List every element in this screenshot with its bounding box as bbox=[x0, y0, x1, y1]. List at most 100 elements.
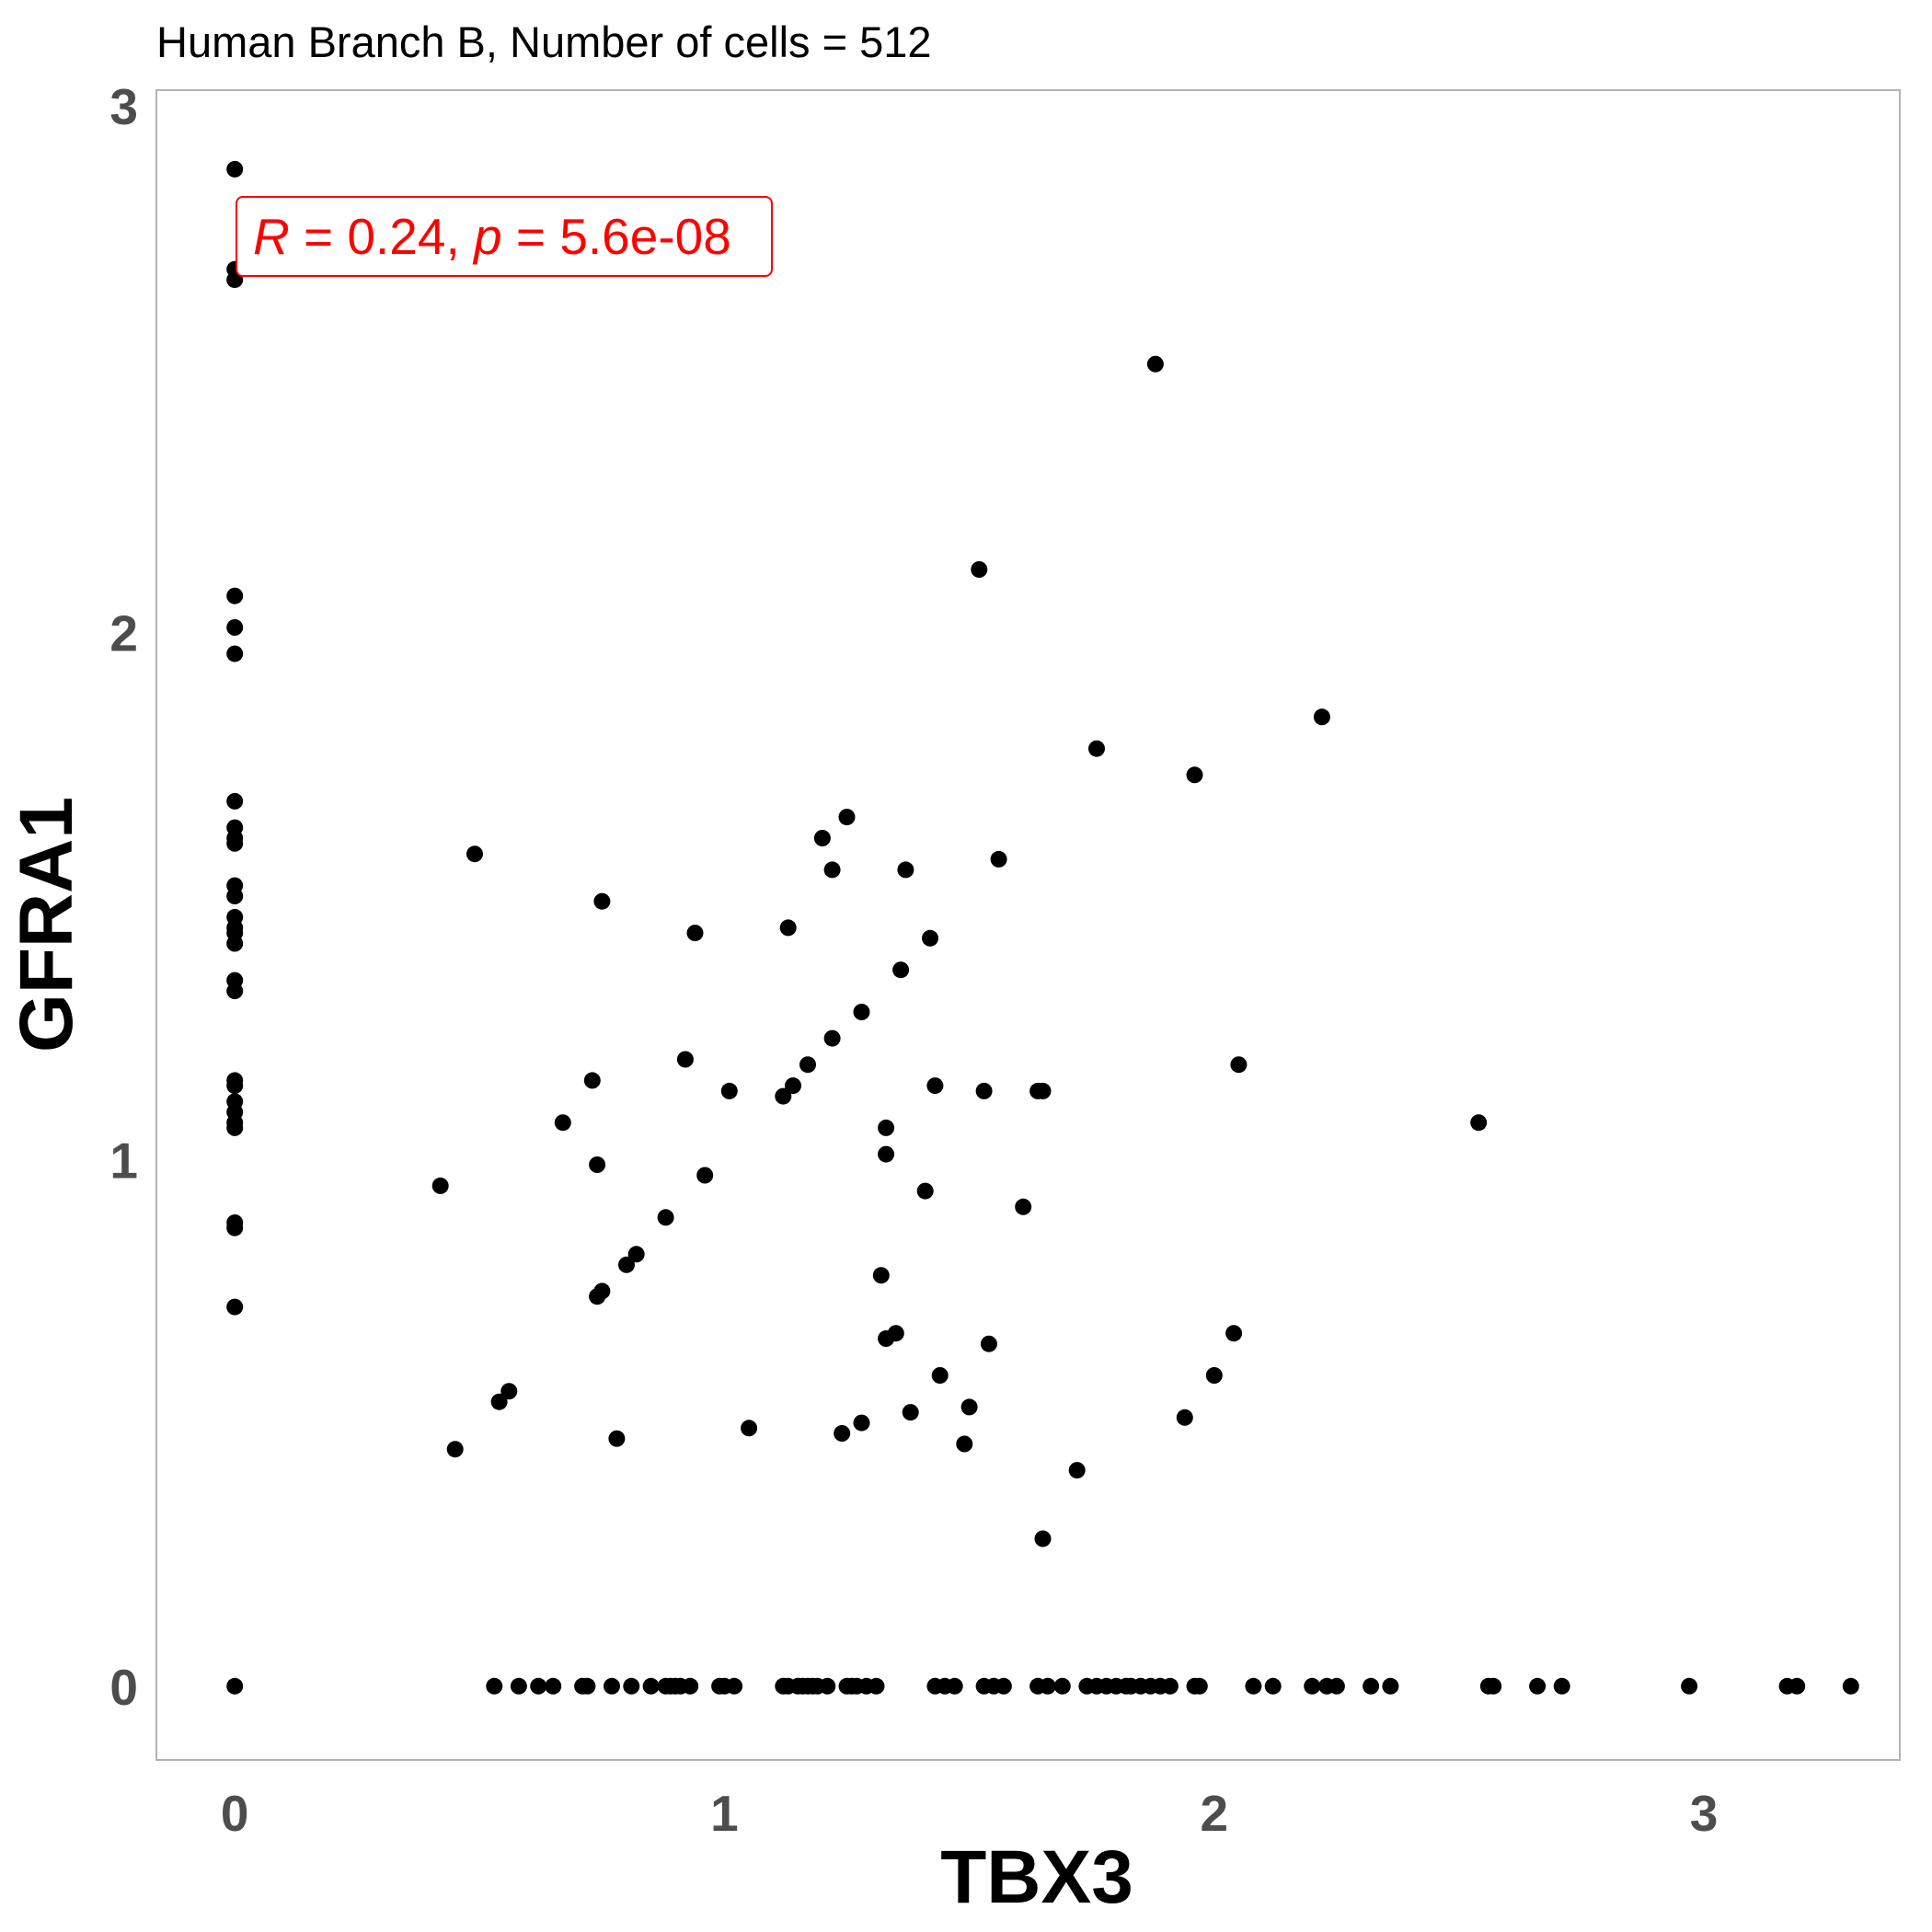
data-point bbox=[922, 929, 938, 947]
data-point bbox=[1146, 355, 1164, 373]
data-point bbox=[226, 935, 244, 952]
data-point bbox=[1015, 1198, 1032, 1215]
data-point bbox=[1053, 1677, 1071, 1695]
data-point bbox=[926, 1077, 944, 1095]
data-point bbox=[226, 1677, 244, 1695]
data-point bbox=[1088, 740, 1105, 757]
data-point bbox=[226, 1077, 244, 1095]
data-point bbox=[1264, 1677, 1282, 1695]
data-point bbox=[1313, 708, 1330, 726]
data-point bbox=[226, 888, 244, 904]
data-point bbox=[853, 1004, 870, 1020]
data-point bbox=[1382, 1677, 1399, 1695]
data-point bbox=[823, 861, 841, 879]
data-point bbox=[1034, 1530, 1052, 1547]
data-point bbox=[608, 1430, 626, 1447]
data-point bbox=[1186, 766, 1203, 784]
y-tick-label: 1 bbox=[109, 1132, 138, 1189]
data-point bbox=[823, 1029, 841, 1047]
data-point bbox=[872, 1267, 890, 1284]
data-point bbox=[887, 1325, 904, 1342]
x-axis-title: TBX3 bbox=[940, 1835, 1133, 1919]
data-point bbox=[618, 1256, 635, 1273]
data-point bbox=[995, 1677, 1012, 1695]
data-point bbox=[868, 1677, 885, 1695]
chart-title: Human Branch B, Number of cells = 512 bbox=[156, 17, 932, 66]
data-point bbox=[1681, 1677, 1698, 1695]
data-point bbox=[799, 1056, 816, 1074]
data-point bbox=[604, 1677, 620, 1695]
data-point bbox=[1553, 1677, 1570, 1695]
data-point bbox=[980, 1335, 997, 1352]
data-point bbox=[1328, 1677, 1345, 1695]
data-point bbox=[642, 1677, 660, 1695]
data-point bbox=[696, 1167, 714, 1184]
data-point bbox=[226, 834, 244, 852]
data-point bbox=[490, 1393, 508, 1410]
data-point bbox=[1161, 1677, 1179, 1695]
data-point bbox=[530, 1677, 547, 1695]
data-point bbox=[593, 1282, 611, 1300]
data-point bbox=[1485, 1677, 1502, 1695]
data-point bbox=[853, 1414, 870, 1432]
data-point bbox=[892, 961, 910, 979]
data-point bbox=[589, 1156, 606, 1173]
data-point bbox=[1245, 1677, 1262, 1695]
annotation-r-equals: = bbox=[290, 208, 348, 265]
data-point bbox=[226, 619, 244, 636]
y-tick-label: 3 bbox=[109, 78, 138, 135]
data-point bbox=[878, 1119, 895, 1136]
data-point bbox=[226, 1298, 244, 1316]
data-point bbox=[1788, 1677, 1806, 1695]
data-point bbox=[1068, 1462, 1086, 1479]
x-tick-label: 3 bbox=[1690, 1785, 1719, 1842]
data-point bbox=[990, 850, 1007, 868]
data-point bbox=[486, 1677, 503, 1695]
correlation-annotation: R = 0.24, p = 5.6e-08 bbox=[236, 196, 773, 277]
data-point bbox=[682, 1677, 699, 1695]
data-point bbox=[627, 1246, 645, 1263]
data-point bbox=[838, 809, 856, 826]
annotation-r-value: 0.24 bbox=[347, 208, 445, 265]
data-point bbox=[813, 830, 831, 846]
data-point bbox=[785, 1077, 801, 1095]
annotation-separator: , bbox=[445, 208, 474, 265]
data-point bbox=[878, 1145, 895, 1163]
annotation-text: R = 0.24, p = 5.6e-08 bbox=[253, 208, 731, 265]
data-point bbox=[446, 1441, 464, 1458]
data-point bbox=[902, 1404, 919, 1421]
data-point bbox=[226, 160, 244, 178]
data-point bbox=[779, 919, 797, 937]
data-point bbox=[1529, 1677, 1547, 1695]
data-point bbox=[500, 1383, 518, 1400]
data-point bbox=[593, 892, 611, 910]
data-point bbox=[1470, 1114, 1488, 1132]
x-tick-label: 0 bbox=[221, 1785, 249, 1842]
y-axis-title: GFRA1 bbox=[5, 797, 88, 1052]
data-point bbox=[579, 1677, 596, 1695]
annotation-r-symbol: R bbox=[253, 208, 290, 265]
x-axis: 0 1 2 3 bbox=[221, 1785, 1719, 1842]
y-tick-label: 0 bbox=[109, 1659, 138, 1716]
data-points bbox=[226, 160, 1859, 1695]
data-point bbox=[720, 1082, 738, 1099]
data-point bbox=[686, 925, 704, 942]
data-point bbox=[226, 1119, 244, 1136]
data-point bbox=[676, 1051, 694, 1068]
data-point bbox=[897, 861, 914, 879]
data-point bbox=[583, 1072, 601, 1089]
data-point bbox=[741, 1420, 758, 1437]
data-point bbox=[1842, 1677, 1859, 1695]
data-point bbox=[1225, 1325, 1243, 1342]
data-point bbox=[975, 1082, 993, 1099]
data-point bbox=[466, 845, 483, 863]
data-point bbox=[1363, 1677, 1380, 1695]
annotation-box bbox=[236, 196, 773, 277]
y-tick-label: 2 bbox=[109, 605, 138, 662]
y-axis: 0 1 2 3 bbox=[109, 78, 138, 1716]
data-point bbox=[1205, 1367, 1223, 1384]
x-tick-label: 2 bbox=[1200, 1785, 1228, 1842]
plot-panel-border bbox=[155, 89, 1901, 1761]
data-point bbox=[916, 1182, 934, 1200]
data-point bbox=[226, 983, 244, 1000]
